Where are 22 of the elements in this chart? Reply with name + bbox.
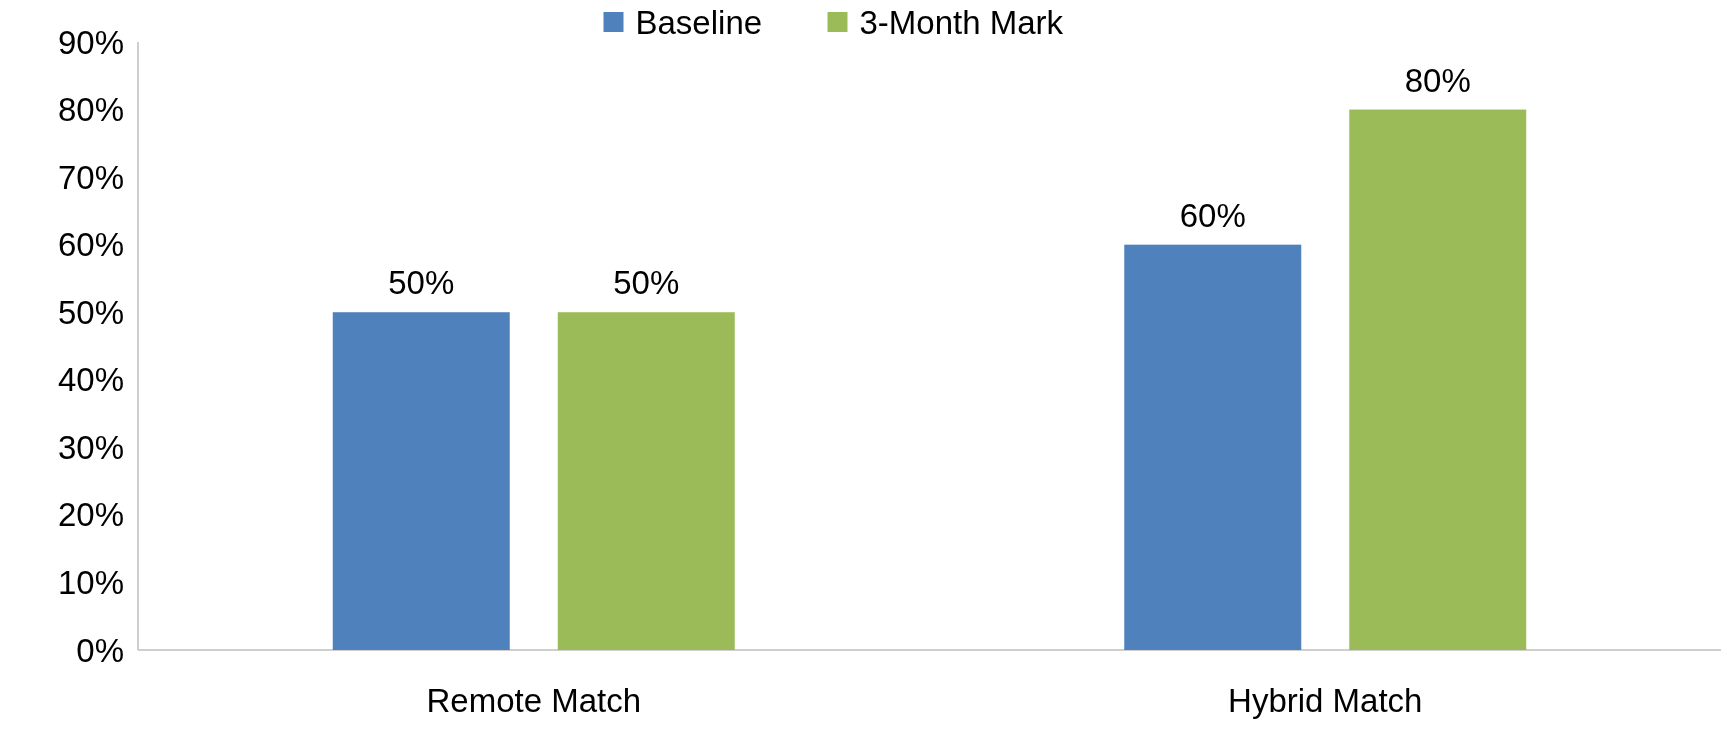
y-tick-label: 20% (57, 496, 124, 534)
legend-label: Baseline (635, 3, 763, 41)
bar (332, 312, 510, 650)
data-label: 80% (1404, 61, 1471, 99)
y-tick-label: 10% (57, 563, 124, 601)
y-tick-label: 80% (57, 91, 124, 129)
bar (1124, 244, 1302, 650)
bar (1349, 109, 1527, 650)
x-tick-label: Remote Match (426, 682, 642, 719)
y-tick-label: 70% (57, 158, 124, 196)
legend-label: 3-Month Mark (859, 3, 1064, 41)
bar (557, 312, 735, 650)
y-tick-label: 40% (57, 361, 124, 399)
y-tick-label: 90% (57, 23, 124, 61)
y-tick-label: 30% (57, 428, 124, 466)
y-tick-label: 50% (57, 293, 124, 331)
x-tick-label: Hybrid Match (1228, 682, 1423, 719)
y-tick-label: 0% (76, 631, 124, 669)
data-label: 50% (613, 264, 680, 302)
data-label: 50% (388, 264, 455, 302)
y-tick-label: 60% (57, 226, 124, 264)
data-label: 60% (1179, 196, 1246, 234)
